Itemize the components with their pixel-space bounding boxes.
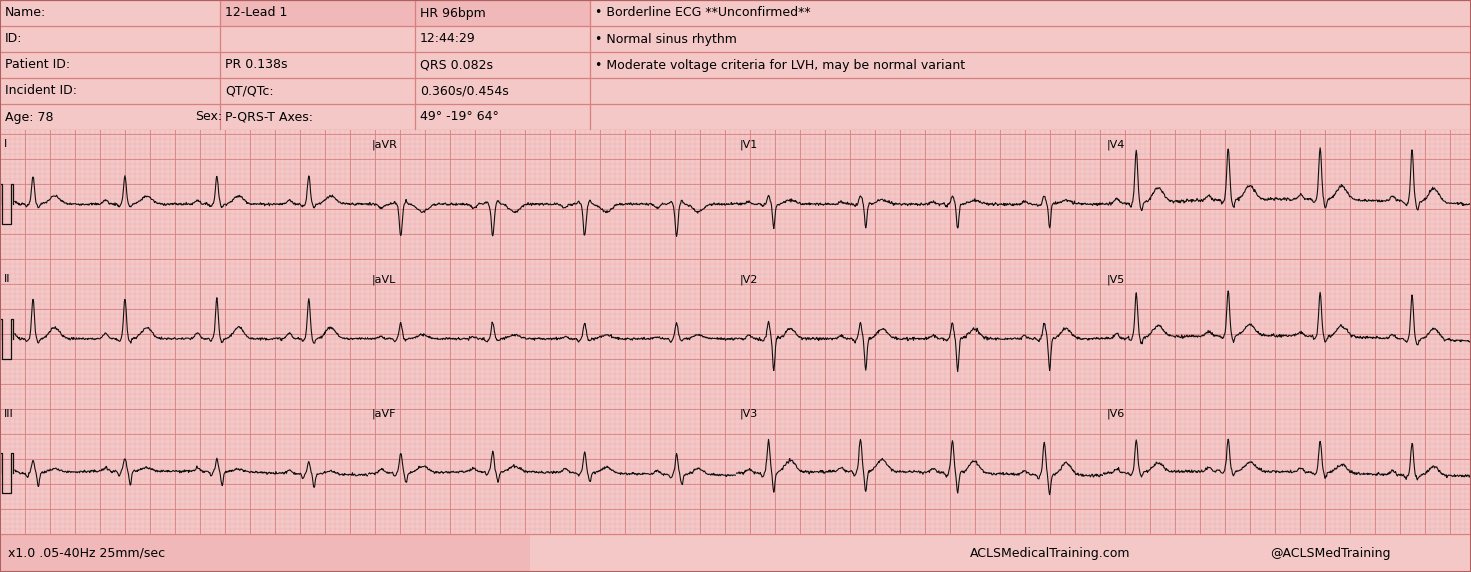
Text: 49° -19° 64°: 49° -19° 64° xyxy=(421,110,499,124)
Text: Patient ID:: Patient ID: xyxy=(4,58,71,72)
Text: I: I xyxy=(3,140,7,149)
Text: II: II xyxy=(3,274,10,284)
Text: • Borderline ECG **Unconfirmed**: • Borderline ECG **Unconfirmed** xyxy=(594,6,811,19)
Bar xyxy=(0,534,530,572)
Text: • Normal sinus rhythm: • Normal sinus rhythm xyxy=(594,33,737,46)
Text: PR 0.138s: PR 0.138s xyxy=(225,58,287,72)
Text: P-QRS-T Axes:: P-QRS-T Axes: xyxy=(225,110,313,124)
Text: ID:: ID: xyxy=(4,33,22,46)
Text: HR 96bpm: HR 96bpm xyxy=(421,6,485,19)
Text: |V4: |V4 xyxy=(1106,140,1125,150)
Text: Sex:: Sex: xyxy=(196,110,222,124)
Text: III: III xyxy=(3,409,13,419)
Text: |aVF: |aVF xyxy=(371,409,396,419)
Text: |V3: |V3 xyxy=(738,409,758,419)
Text: Name:: Name: xyxy=(4,6,46,19)
Text: Age: 78: Age: 78 xyxy=(4,110,53,124)
Text: |V5: |V5 xyxy=(1106,274,1125,285)
Text: • Moderate voltage criteria for LVH, may be normal variant: • Moderate voltage criteria for LVH, may… xyxy=(594,58,965,72)
Text: Incident ID:: Incident ID: xyxy=(4,85,76,97)
Text: |aVL: |aVL xyxy=(371,274,396,285)
Text: |aVR: |aVR xyxy=(371,140,397,150)
Text: QT/QTc:: QT/QTc: xyxy=(225,85,274,97)
Text: |V6: |V6 xyxy=(1106,409,1125,419)
Text: QRS 0.082s: QRS 0.082s xyxy=(421,58,493,72)
Text: x1.0 .05-40Hz 25mm/sec: x1.0 .05-40Hz 25mm/sec xyxy=(7,546,165,559)
Bar xyxy=(221,0,590,26)
Text: @ACLSMedTraining: @ACLSMedTraining xyxy=(1269,546,1390,559)
Text: 12-Lead 1: 12-Lead 1 xyxy=(225,6,287,19)
Text: 12:44:29: 12:44:29 xyxy=(421,33,475,46)
Text: |V2: |V2 xyxy=(738,274,758,285)
Text: 0.360s/0.454s: 0.360s/0.454s xyxy=(421,85,509,97)
Text: ACLSMedicalTraining.com: ACLSMedicalTraining.com xyxy=(969,546,1131,559)
Text: |V1: |V1 xyxy=(738,140,758,150)
